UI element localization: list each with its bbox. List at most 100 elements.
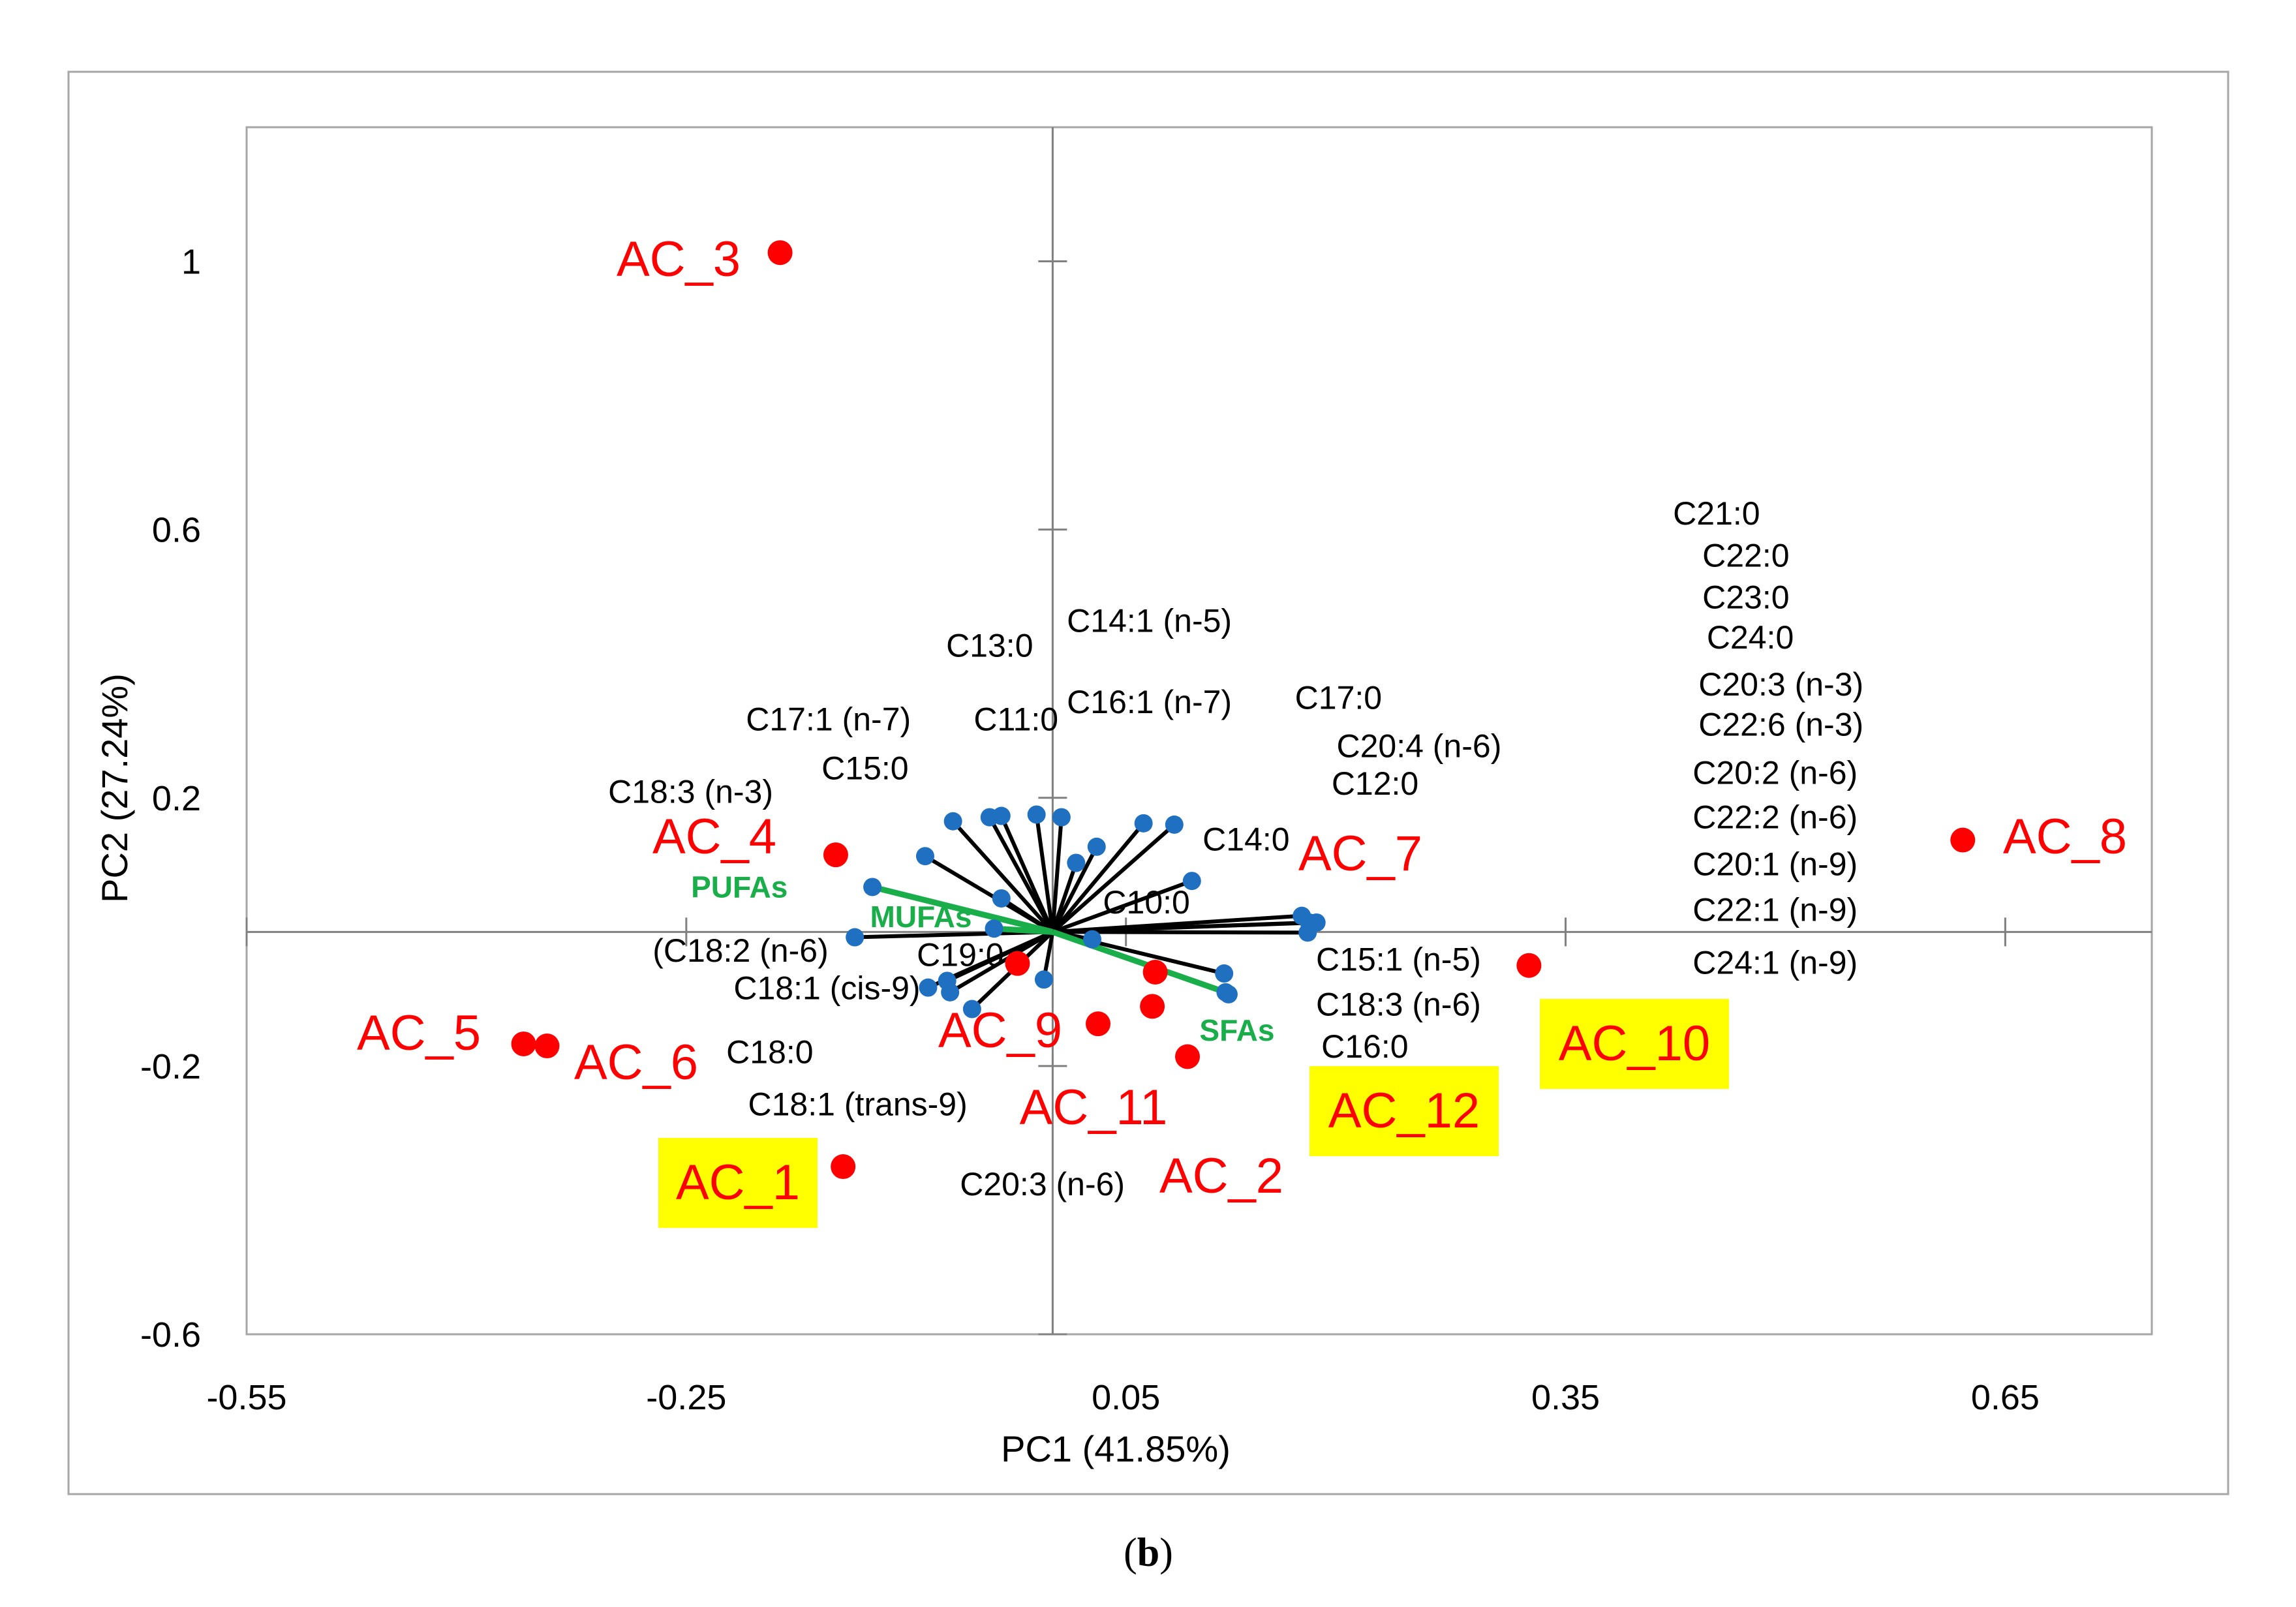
- loading-line: [1050, 817, 1064, 932]
- observation-label-ac-9: AC_9: [938, 1003, 1062, 1058]
- variable-point: [915, 847, 934, 866]
- observation-label-ac-4: AC_4: [652, 809, 776, 865]
- plot-area-frame: [245, 126, 2153, 1336]
- x-tick-label: -0.55: [206, 1378, 286, 1417]
- variable-labels: C14:1 (n-5) C13:0 C11:0 C16:1 (n-7) C17:0 C17…: [608, 495, 1863, 1202]
- variable-label: C14:1 (n-5): [1067, 602, 1232, 639]
- group-label-sfas: SFAs: [1199, 1013, 1274, 1047]
- variable-label: C18:3 (n-3): [608, 774, 773, 810]
- variable-point: [1087, 837, 1106, 856]
- variable-label: C13:0: [946, 627, 1033, 664]
- variable-label: C20:3 (n-3): [1698, 666, 1863, 703]
- caption-close-paren: ): [1159, 1531, 1173, 1575]
- highlight-box-ac-12: [1309, 1066, 1499, 1156]
- variable-label: C18:0: [726, 1033, 813, 1070]
- outer-frame: [67, 70, 2229, 1495]
- variable-label: C12:0: [1332, 765, 1418, 802]
- variable-point: [1215, 964, 1234, 983]
- variable-point: [962, 1000, 981, 1018]
- variable-label: C22:2 (n-6): [1692, 799, 1858, 836]
- variable-point: [992, 889, 1011, 908]
- observation-point-ac-12: [1140, 994, 1165, 1019]
- variable-point: [1165, 815, 1184, 834]
- loading-line: [946, 930, 1054, 983]
- group-label-pufas: PUFAs: [691, 870, 788, 904]
- observation-label-ac-1: AC_1: [676, 1155, 800, 1210]
- variable-label: C22:6 (n-3): [1698, 707, 1863, 743]
- variable-label: C11:0: [973, 701, 1058, 738]
- x-tick-label: -0.25: [646, 1378, 726, 1417]
- observation-labels: AC_1 AC_2 AC_3 AC_4 AC_5 AC_6 AC_7 AC_8 AC_9 AC_1…: [357, 232, 2127, 1210]
- variable-label: C17:0: [1295, 680, 1382, 716]
- loading-line: [1051, 821, 1145, 934]
- variable-label: C24:1 (n-9): [1692, 945, 1858, 981]
- y-tick-label: 0.6: [152, 511, 201, 550]
- loading-line: [1051, 823, 1176, 934]
- x-tick-label: 0.65: [1971, 1378, 2040, 1417]
- variable-label: C22:1 (n-9): [1692, 891, 1858, 928]
- observation-label-ac-7: AC_7: [1298, 826, 1422, 881]
- observation-point-ac-1: [831, 1154, 856, 1180]
- variable-label: C10:0: [1103, 884, 1189, 921]
- caption-open-paren: (: [1124, 1531, 1137, 1575]
- variable-label: C15:1 (n-5): [1316, 941, 1481, 977]
- observation-point-ac-2: [1175, 1044, 1201, 1069]
- observation-label-ac-3: AC_3: [617, 232, 741, 287]
- variable-point: [1067, 853, 1086, 872]
- group-vectors: [872, 884, 1227, 996]
- group-point-mufas: [985, 919, 1003, 938]
- loading-line: [1050, 862, 1079, 933]
- variable-point: [1083, 930, 1102, 949]
- observation-point-ac-3: [767, 240, 793, 266]
- observation-point-ac-4: [823, 842, 848, 868]
- variable-label: C14:0: [1202, 821, 1289, 857]
- loading-line: [1034, 814, 1055, 932]
- highlight-box-ac-1: [658, 1138, 818, 1228]
- variable-point: [1182, 872, 1201, 891]
- loading-line: [951, 819, 1054, 934]
- group-point-pufas: [863, 878, 882, 896]
- highlight-boxes: [658, 999, 1729, 1228]
- observation-point-ac-9: [1005, 951, 1030, 976]
- group-point-sfas: [1216, 983, 1235, 1002]
- group-labels: PUFAs MUFAs SFAs: [691, 870, 1274, 1047]
- observation-label-ac-6: AC_6: [574, 1035, 698, 1090]
- variable-label: C22:0: [1702, 538, 1789, 574]
- highlight-box-ac-10: [1540, 999, 1729, 1089]
- observation-point-ac-8: [1950, 827, 1976, 853]
- variable-label: C16:0: [1321, 1028, 1408, 1065]
- x-tick-label: 0.05: [1092, 1378, 1160, 1417]
- variable-point: [992, 806, 1011, 825]
- loading-line: [1050, 846, 1099, 933]
- group-label-mufas: MUFAs: [870, 900, 972, 934]
- variable-point: [1052, 808, 1071, 827]
- variable-label: C16:1 (n-7): [1067, 684, 1232, 720]
- observation-label-ac-12: AC_12: [1328, 1083, 1480, 1139]
- y-tick-label: -0.2: [140, 1047, 201, 1086]
- variable-point: [1134, 814, 1153, 833]
- variable-point: [1027, 805, 1046, 824]
- group-line-pufas: [872, 884, 1054, 935]
- y-tick-label: 0.2: [152, 779, 201, 818]
- y-axis-title: PC2 (27.24%): [94, 673, 135, 903]
- variable-label: C24:0: [1707, 619, 1794, 656]
- loading-line: [1000, 815, 1055, 933]
- observation-point-ac-6: [534, 1033, 560, 1059]
- loading-line: [1052, 879, 1193, 934]
- observation-point-ac-5: [511, 1031, 536, 1056]
- variable-label: C20:3 (n-6): [960, 1166, 1125, 1202]
- variable-point: [943, 812, 962, 831]
- observation-label-ac-11: AC_11: [1020, 1080, 1168, 1135]
- observation-point-ac-10: [1516, 953, 1542, 978]
- variable-point: [919, 978, 938, 997]
- variable-label: (C18:2 (n-6): [652, 932, 829, 969]
- variable-label: C17:1 (n-7): [746, 701, 911, 738]
- tick-labels: -0.55 -0.25 0.05 0.35 0.65 -0.6 -0.2 0.2 0.6 1: [140, 243, 2040, 1417]
- variable-label: C20:1 (n-9): [1692, 846, 1858, 883]
- observation-point-ac-11: [1086, 1011, 1111, 1037]
- variable-label: C21:0: [1673, 495, 1760, 532]
- variable-label: C18:3 (n-6): [1316, 986, 1481, 1022]
- variable-point: [1298, 923, 1317, 942]
- observation-point-ac-7: [1142, 960, 1168, 985]
